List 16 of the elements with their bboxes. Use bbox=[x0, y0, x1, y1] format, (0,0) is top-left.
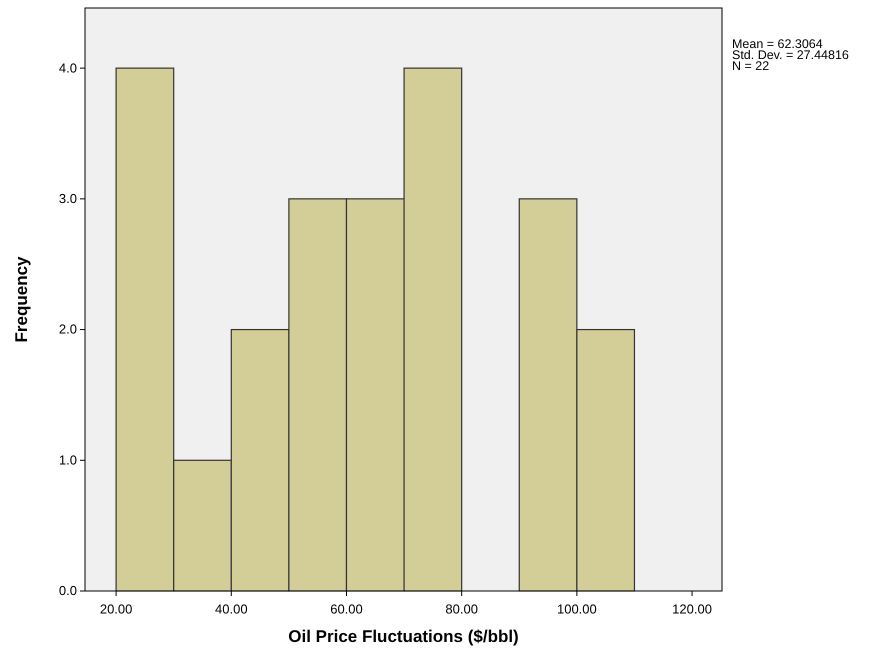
y-tick-label: 2.0 bbox=[58, 322, 77, 337]
y-tick-label: 0.0 bbox=[58, 583, 77, 598]
y-tick-label: 3.0 bbox=[58, 191, 77, 206]
x-tick-label: 100.00 bbox=[556, 601, 597, 616]
x-axis-title: Oil Price Fluctuations ($/bbl) bbox=[288, 627, 519, 646]
x-tick-label: 120.00 bbox=[672, 601, 712, 616]
text: N = 22 bbox=[732, 59, 770, 73]
y-tick-label: 1.0 bbox=[58, 452, 77, 468]
y-tick-label: 4.0 bbox=[58, 60, 77, 76]
x-tick-label: 20.00 bbox=[100, 601, 132, 616]
text: Mean = 62.3064 bbox=[732, 37, 823, 51]
x-tick-label: 60.00 bbox=[330, 601, 363, 616]
y-axis-title: Frequency bbox=[12, 256, 31, 342]
x-tick-label: 40.00 bbox=[215, 601, 248, 616]
text: Std. Dev. = 27.44816 bbox=[732, 48, 849, 62]
x-tick-label: 80.00 bbox=[445, 601, 478, 616]
